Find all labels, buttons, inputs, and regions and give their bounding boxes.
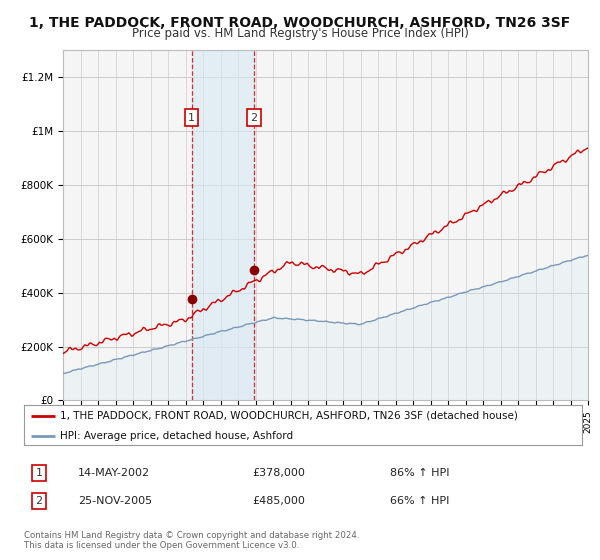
Text: Price paid vs. HM Land Registry's House Price Index (HPI): Price paid vs. HM Land Registry's House …	[131, 27, 469, 40]
Text: 2: 2	[35, 496, 43, 506]
Text: 1: 1	[188, 113, 195, 123]
Text: 14-MAY-2002: 14-MAY-2002	[78, 468, 150, 478]
Text: HPI: Average price, detached house, Ashford: HPI: Average price, detached house, Ashf…	[60, 431, 293, 441]
Text: £378,000: £378,000	[252, 468, 305, 478]
Text: 1, THE PADDOCK, FRONT ROAD, WOODCHURCH, ASHFORD, TN26 3SF (detached house): 1, THE PADDOCK, FRONT ROAD, WOODCHURCH, …	[60, 411, 518, 421]
Text: 86% ↑ HPI: 86% ↑ HPI	[390, 468, 449, 478]
Text: 1, THE PADDOCK, FRONT ROAD, WOODCHURCH, ASHFORD, TN26 3SF: 1, THE PADDOCK, FRONT ROAD, WOODCHURCH, …	[29, 16, 571, 30]
Text: Contains HM Land Registry data © Crown copyright and database right 2024.
This d: Contains HM Land Registry data © Crown c…	[24, 531, 359, 550]
Text: £485,000: £485,000	[252, 496, 305, 506]
Text: 1: 1	[35, 468, 43, 478]
Text: 25-NOV-2005: 25-NOV-2005	[78, 496, 152, 506]
Text: 2: 2	[250, 113, 257, 123]
Text: 66% ↑ HPI: 66% ↑ HPI	[390, 496, 449, 506]
Bar	[191, 50, 254, 400]
